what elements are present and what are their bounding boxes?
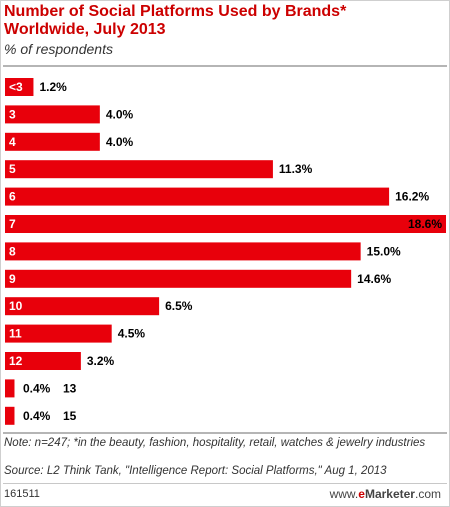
bar-13 — [5, 379, 15, 398]
value-label: 14.6% — [357, 272, 391, 286]
value-label: 18.6% — [408, 217, 442, 231]
bar-7 — [5, 215, 446, 233]
bar-3 — [5, 105, 100, 124]
category-label: 8 — [9, 244, 16, 258]
brand-e: e — [358, 487, 365, 501]
category-label: 12 — [9, 354, 23, 368]
value-label: 0.4% — [23, 409, 51, 423]
bar-15 — [5, 406, 15, 425]
bar-12 — [5, 352, 81, 370]
category-label: 11 — [9, 327, 22, 341]
category-label: 7 — [9, 217, 16, 231]
value-label: 6.5% — [165, 299, 193, 313]
emarketer-logo: www.eMarketer.com — [330, 487, 441, 501]
category-label: 15 — [63, 409, 77, 423]
top-divider — [3, 65, 447, 67]
chart-id: 161511 — [4, 488, 40, 500]
category-label: 10 — [9, 299, 23, 313]
chart-title: Number of Social Platforms Used by Brand… — [4, 3, 347, 38]
bar-9 — [5, 269, 352, 288]
bar-chart: <3 1.2% 3 4.0% 4 4.0% 5 11.3% 6 16.2% 7 18.6% 8 15.0%… — [5, 78, 446, 425]
category-label: 6 — [9, 190, 16, 204]
chart-note: Note: n=247; *in the beauty, fashion, ho… — [4, 437, 426, 449]
bar-5 — [5, 160, 273, 179]
brand-name: Marketer — [364, 487, 415, 501]
value-label: 3.2% — [87, 354, 115, 368]
value-label: 4.5% — [118, 327, 146, 341]
bar-8 — [5, 242, 361, 261]
category-label: 3 — [9, 107, 16, 121]
bar-6 — [5, 187, 390, 206]
value-label: 0.4% — [23, 381, 51, 395]
value-label: 1.2% — [39, 80, 67, 94]
category-label: 5 — [9, 162, 16, 176]
bar-10 — [5, 297, 160, 316]
bar-<3 — [5, 78, 34, 96]
value-label: 11.3% — [279, 162, 313, 176]
category-label: 9 — [9, 272, 16, 286]
bottom-divider — [3, 432, 447, 434]
brand-tld: .com — [414, 487, 441, 501]
chart-source: Source: L2 Think Tank, "Intelligence Rep… — [4, 465, 387, 477]
footer-divider — [3, 483, 447, 484]
category-label: 13 — [63, 381, 77, 395]
brand-www: www. — [329, 487, 359, 501]
value-label: 16.2% — [395, 190, 429, 204]
category-label: <3 — [9, 80, 23, 94]
value-label: 15.0% — [367, 244, 401, 258]
bar-4 — [5, 132, 100, 151]
value-label: 4.0% — [106, 135, 134, 149]
chart-subtitle: % of respondents — [4, 41, 113, 57]
category-label: 4 — [9, 135, 16, 149]
value-label: 4.0% — [106, 107, 134, 121]
bar-11 — [5, 324, 112, 343]
